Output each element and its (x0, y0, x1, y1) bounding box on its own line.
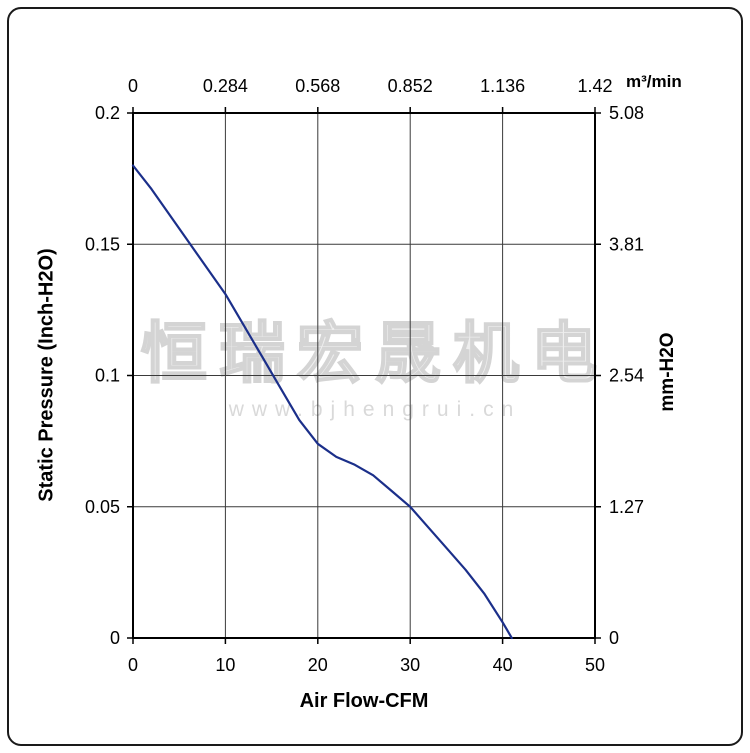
x-bottom-tick-label: 20 (308, 655, 328, 675)
x-top-tick-label: 0.852 (388, 76, 433, 96)
x-bottom-tick-label: 30 (400, 655, 420, 675)
x-axis-label-bottom: Air Flow-CFM (299, 690, 429, 712)
x-top-tick-label: 0 (128, 76, 138, 96)
x-top-tick-label: 1.136 (480, 76, 525, 96)
y-right-tick-label: 0 (609, 628, 619, 648)
x-bottom-tick-label: 50 (585, 655, 605, 675)
y-right-tick-label: 5.08 (609, 103, 644, 123)
x-axis-unit-top: m³/min (626, 72, 682, 91)
y-left-tick-label: 0.15 (85, 234, 120, 254)
y-left-tick-label: 0 (110, 628, 120, 648)
y-right-tick-label: 2.54 (609, 366, 644, 386)
plot-border (132, 112, 596, 639)
x-top-tick-label: 0.568 (295, 76, 340, 96)
watermark-company-name: 恒瑞宏晟机电 (140, 315, 609, 391)
watermark-website: www.bjhengrui.cn (228, 398, 522, 421)
y-left-tick-label: 0.2 (95, 103, 120, 123)
y-right-tick-label: 3.81 (609, 234, 644, 254)
x-bottom-tick-label: 0 (128, 655, 138, 675)
x-top-tick-label: 0.284 (203, 76, 248, 96)
y-axis-label-right: mm-H2O (657, 332, 678, 412)
y-axis-label-left: Static Pressure (Inch-H2O) (35, 248, 58, 502)
x-bottom-tick-label: 40 (493, 655, 513, 675)
x-bottom-tick-label: 10 (215, 655, 235, 675)
y-left-tick-label: 0.1 (95, 366, 120, 386)
y-left-tick-label: 0.05 (85, 497, 120, 517)
x-top-tick-label: 1.42 (577, 76, 612, 96)
series-static-pressure-curve (131, 164, 513, 640)
y-right-tick-label: 1.27 (609, 497, 644, 517)
